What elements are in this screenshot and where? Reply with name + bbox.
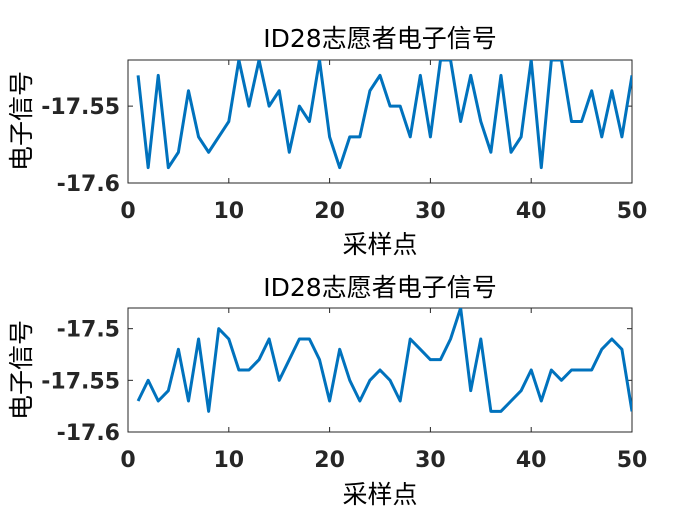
subplot-bottom-xlabel: 采样点 [342, 480, 417, 509]
subplot-bottom-title: ID28志愿者电子信号 [263, 273, 496, 302]
x-tick-label: 40 [516, 448, 547, 473]
y-tick-label: -17.55 [41, 369, 120, 394]
x-tick-label: 50 [617, 199, 648, 224]
y-tick-label: -17.6 [57, 421, 120, 446]
x-tick-label: 40 [516, 199, 547, 224]
x-tick-label: 10 [213, 448, 244, 473]
subplot-bottom-ylabel: 电子信号 [7, 320, 36, 420]
axes-frame [127, 307, 633, 433]
subplot-top-title: ID28志愿者电子信号 [263, 24, 496, 53]
x-tick-label: 20 [314, 448, 345, 473]
x-tick-label: 0 [120, 199, 135, 224]
x-tick-label: 10 [213, 199, 244, 224]
series-line [136, 60, 632, 170]
subplot-top-ylabel: 电子信号 [7, 71, 36, 171]
x-tick-label: 0 [120, 448, 135, 473]
subplot-top: ID28志愿者电子信号 0 10 20 30 40 50 -17.6 -17.55 采样点 电… [7, 24, 647, 259]
subplot-top-xlabel: 采样点 [342, 230, 417, 259]
series-line [136, 308, 632, 413]
x-tick-label: 30 [415, 199, 446, 224]
x-tick-label: 30 [415, 448, 446, 473]
axes-frame [127, 59, 633, 184]
x-tick-label: 20 [314, 199, 345, 224]
subplot-top-plot-area: 0 10 20 30 40 50 -17.6 -17.55 [41, 59, 648, 224]
y-tick-label: -17.5 [57, 318, 120, 343]
x-tick-label: 50 [617, 448, 648, 473]
subplot-bottom: ID28志愿者电子信号 0 10 20 30 40 50-17.6-17.55-17.5 … [7, 273, 647, 509]
y-tick-label: -17.55 [41, 95, 120, 120]
y-tick-label: -17.6 [57, 172, 120, 197]
subplot-bottom-plot-area: 0 10 20 30 40 50 -17.6 -17.55 -17.5 [41, 307, 648, 473]
